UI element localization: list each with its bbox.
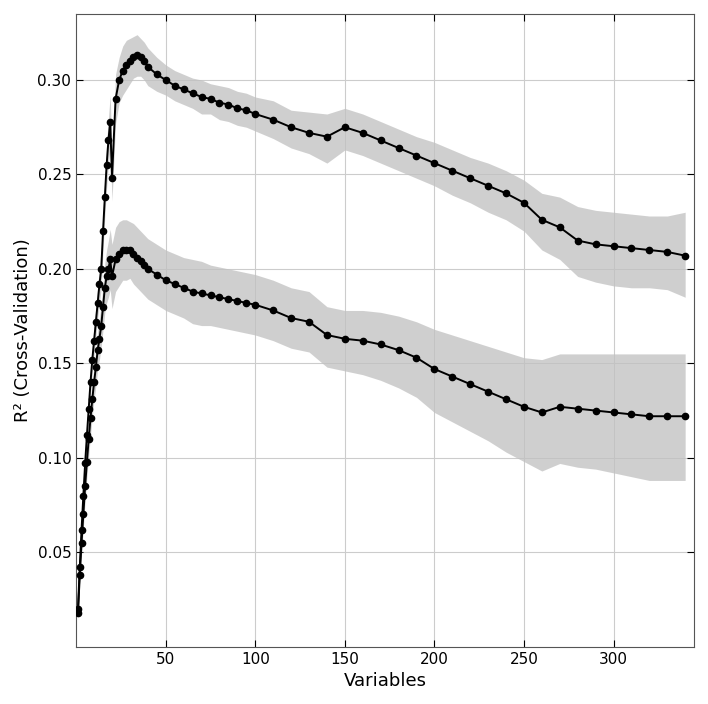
X-axis label: Variables: Variables bbox=[343, 672, 427, 690]
Y-axis label: R² (Cross-Validation): R² (Cross-Validation) bbox=[14, 239, 32, 422]
